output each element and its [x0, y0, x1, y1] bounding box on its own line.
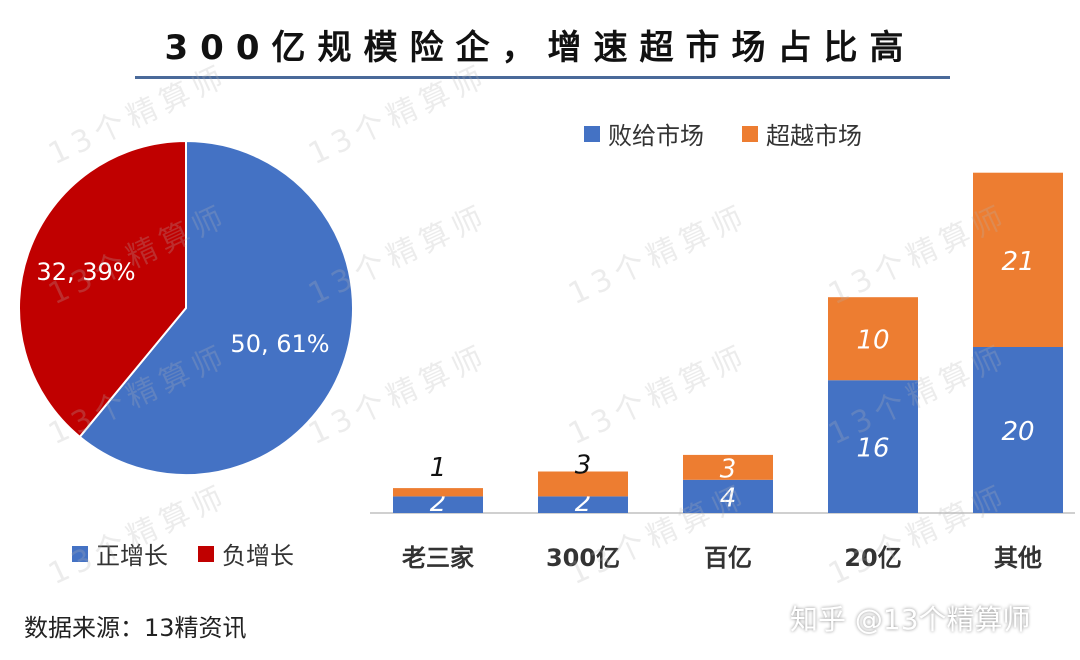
legend-swatch-negative	[198, 545, 214, 562]
bar-data-label: 1	[430, 453, 447, 483]
x-tick-label: 老三家	[402, 544, 474, 572]
legend-label-lose: 败给市场	[608, 122, 704, 150]
bar-lose	[828, 380, 918, 513]
pie-legend: 正增长 负增长	[72, 536, 294, 571]
legend-swatch-lose	[584, 125, 600, 142]
title-underline	[135, 76, 950, 79]
bar-data-label: 20	[1001, 417, 1034, 447]
chart-title: 300亿规模险企，增速超市场占比高	[164, 28, 916, 68]
legend-label-beat: 超越市场	[766, 122, 862, 150]
bar-beat	[393, 488, 483, 497]
x-tick-label: 300亿	[546, 544, 620, 572]
pie-label: 32, 39%	[36, 258, 135, 286]
bar-beat	[973, 172, 1063, 347]
bar-beat	[683, 454, 773, 480]
x-tick-label: 其他	[994, 544, 1042, 572]
bar-beat	[828, 297, 918, 381]
legend-swatch-beat	[742, 125, 758, 142]
bar-data-label: 10	[856, 326, 889, 356]
data-source: 数据来源：13精资讯	[24, 614, 247, 642]
bar-legend: 败给市场 超越市场	[584, 116, 862, 151]
bar-lose	[683, 479, 773, 513]
bar-data-label: 16	[856, 434, 889, 464]
pie-slice-1	[18, 139, 187, 439]
bar-beat	[538, 471, 628, 497]
credit-watermark: 知乎 @13个精算师	[790, 603, 1031, 636]
pie-slice-0	[78, 139, 354, 476]
x-tick-label: 20亿	[844, 544, 901, 572]
bar-lose	[538, 496, 628, 513]
bar-data-label: 3	[720, 454, 737, 484]
pie-label: 50, 61%	[230, 330, 329, 358]
bar-lose	[393, 496, 483, 513]
bar-data-label: 3	[575, 451, 592, 481]
bar-lose	[973, 347, 1063, 513]
bar-data-label: 4	[720, 483, 737, 513]
legend-label-negative: 负增长	[222, 542, 294, 570]
legend-swatch-positive	[72, 545, 88, 562]
bar-data-label: 21	[1001, 247, 1034, 277]
x-tick-label: 百亿	[704, 544, 752, 572]
legend-label-positive: 正增长	[96, 542, 168, 570]
